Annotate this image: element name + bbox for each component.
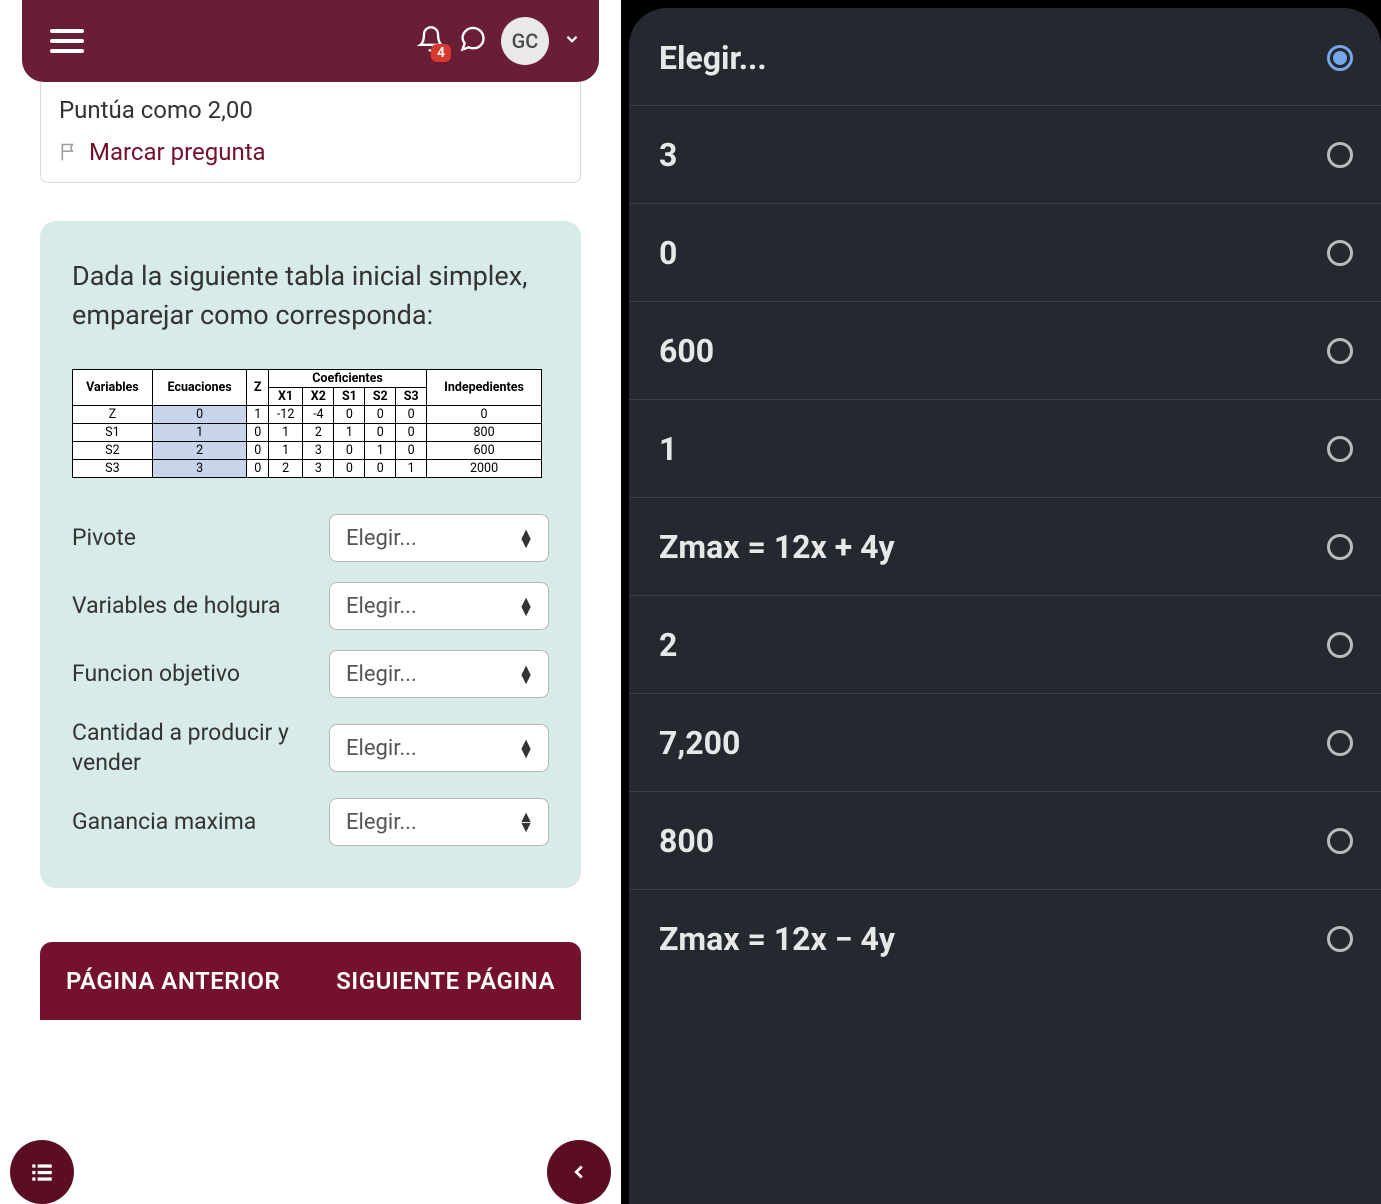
radio-icon — [1327, 828, 1353, 854]
picker-option[interactable]: 600 — [629, 302, 1381, 400]
updown-icon: ▲▼ — [518, 812, 532, 831]
quiz-panel: 4 GC Puntúa como 2,00 Marcar pregunta Da… — [0, 0, 621, 1204]
picker-option-label: 2 — [659, 626, 677, 664]
picker-option[interactable]: 7,200 — [629, 694, 1381, 792]
notification-badge: 4 — [431, 44, 451, 62]
picker-option-label: 600 — [659, 332, 714, 370]
picker-option-label: 0 — [659, 234, 677, 272]
mark-question-link[interactable]: Marcar pregunta — [89, 138, 266, 166]
radio-icon — [1327, 240, 1353, 266]
updown-icon: ▲▼ — [518, 597, 532, 616]
option-picker: Elegir... 3 0 600 1 Zmax = 12x + 4y 2 7 — [629, 8, 1381, 1204]
select-holgura[interactable]: Elegir... ▲▼ — [329, 582, 549, 630]
option-picker-panel: Elegir... 3 0 600 1 Zmax = 12x + 4y 2 7 — [621, 0, 1381, 1204]
table-row: Z 0 1 -12 -4 0 0 0 0 — [73, 406, 542, 424]
picker-option[interactable]: 1 — [629, 400, 1381, 498]
radio-icon — [1327, 632, 1353, 658]
radio-icon — [1327, 338, 1353, 364]
list-icon — [29, 1159, 55, 1185]
match-label: Cantidad a producir y vender — [72, 718, 309, 778]
radio-icon — [1327, 534, 1353, 560]
question-prompt: Dada la siguiente tabla inicial simplex,… — [72, 257, 549, 335]
match-label: Ganancia maxima — [72, 807, 309, 837]
chevron-down-icon — [563, 30, 581, 48]
match-label: Pivote — [72, 523, 309, 553]
question-info-card: Puntúa como 2,00 Marcar pregunta — [40, 82, 581, 183]
th-x2: X2 — [303, 388, 334, 406]
th-coef: Coeficientes — [268, 370, 426, 388]
picker-option[interactable]: 800 — [629, 792, 1381, 890]
updown-icon: ▲▼ — [518, 529, 532, 548]
quiz-nav-drawer-button[interactable] — [10, 1140, 74, 1204]
match-label: Variables de holgura — [72, 591, 309, 621]
th-ecuaciones: Ecuaciones — [152, 370, 247, 406]
next-page-button[interactable]: SIGUIENTE PÁGINA — [336, 967, 555, 995]
match-row-holgura: Variables de holgura Elegir... ▲▼ — [72, 582, 549, 630]
top-bar: 4 GC — [22, 0, 599, 82]
radio-icon — [1327, 142, 1353, 168]
menu-button[interactable] — [50, 29, 84, 53]
nav-footer: PÁGINA ANTERIOR SIGUIENTE PÁGINA — [40, 942, 581, 1020]
chevron-left-icon — [568, 1161, 590, 1183]
picker-option-label: 800 — [659, 822, 714, 860]
simplex-table: Variables Ecuaciones Z Coeficientes Inde… — [72, 369, 542, 478]
radio-selected-icon — [1327, 45, 1353, 71]
avatar[interactable]: GC — [501, 17, 549, 65]
user-menu-toggle[interactable] — [563, 30, 581, 52]
select-cantidad[interactable]: Elegir... ▲▼ — [329, 724, 549, 772]
select-ganancia[interactable]: Elegir... ▲▼ — [329, 798, 549, 846]
notifications-button[interactable]: 4 — [417, 24, 445, 58]
picker-option-header[interactable]: Elegir... — [629, 10, 1381, 106]
updown-icon: ▲▼ — [518, 739, 532, 758]
th-indep: Indepedientes — [427, 370, 542, 406]
table-row: S3 3 0 2 3 0 0 1 2000 — [73, 460, 542, 478]
updown-icon: ▲▼ — [518, 665, 532, 684]
picker-option[interactable]: 2 — [629, 596, 1381, 694]
question-card: Dada la siguiente tabla inicial simplex,… — [40, 221, 581, 888]
th-variables: Variables — [73, 370, 153, 406]
select-placeholder: Elegir... — [346, 526, 417, 551]
chat-icon — [459, 25, 487, 53]
select-objetivo[interactable]: Elegir... ▲▼ — [329, 650, 549, 698]
collapse-button[interactable] — [547, 1140, 611, 1204]
topbar-actions: 4 GC — [417, 17, 581, 65]
select-pivote[interactable]: Elegir... ▲▼ — [329, 514, 549, 562]
match-row-objetivo: Funcion objetivo Elegir... ▲▼ — [72, 650, 549, 698]
th-z: Z — [247, 370, 268, 406]
th-s1: S1 — [334, 388, 365, 406]
select-placeholder: Elegir... — [346, 810, 417, 835]
messages-button[interactable] — [459, 25, 487, 57]
match-row-cantidad: Cantidad a producir y vender Elegir... ▲… — [72, 718, 549, 778]
radio-icon — [1327, 926, 1353, 952]
picker-option[interactable]: 3 — [629, 106, 1381, 204]
avatar-initials: GC — [512, 29, 539, 53]
score-text: Puntúa como 2,00 — [59, 96, 562, 124]
matching-grid: Pivote Elegir... ▲▼ Variables de holgura… — [72, 514, 549, 846]
prev-page-button[interactable]: PÁGINA ANTERIOR — [66, 967, 280, 995]
match-label: Funcion objetivo — [72, 659, 309, 689]
match-row-ganancia: Ganancia maxima Elegir... ▲▼ — [72, 798, 549, 846]
th-s3: S3 — [396, 388, 427, 406]
picker-option-label: 7,200 — [659, 724, 740, 762]
picker-option[interactable]: Zmax = 12x − 4y — [629, 890, 1381, 988]
select-placeholder: Elegir... — [346, 736, 417, 761]
radio-icon — [1327, 730, 1353, 756]
table-row: S1 1 0 1 2 1 0 0 800 — [73, 424, 542, 442]
picker-option-label: 1 — [659, 430, 677, 468]
picker-option[interactable]: 0 — [629, 204, 1381, 302]
mark-question-row: Marcar pregunta — [59, 138, 562, 166]
th-s2: S2 — [365, 388, 396, 406]
th-x1: X1 — [268, 388, 302, 406]
select-placeholder: Elegir... — [346, 662, 417, 687]
picker-option-label: Elegir... — [659, 39, 767, 77]
picker-option[interactable]: Zmax = 12x + 4y — [629, 498, 1381, 596]
picker-option-label: 3 — [659, 136, 677, 174]
flag-icon — [59, 141, 79, 163]
picker-option-label: Zmax = 12x + 4y — [659, 528, 895, 566]
table-row: S2 2 0 1 3 0 1 0 600 — [73, 442, 542, 460]
radio-icon — [1327, 436, 1353, 462]
match-row-pivote: Pivote Elegir... ▲▼ — [72, 514, 549, 562]
picker-option-label: Zmax = 12x − 4y — [659, 920, 895, 958]
select-placeholder: Elegir... — [346, 594, 417, 619]
